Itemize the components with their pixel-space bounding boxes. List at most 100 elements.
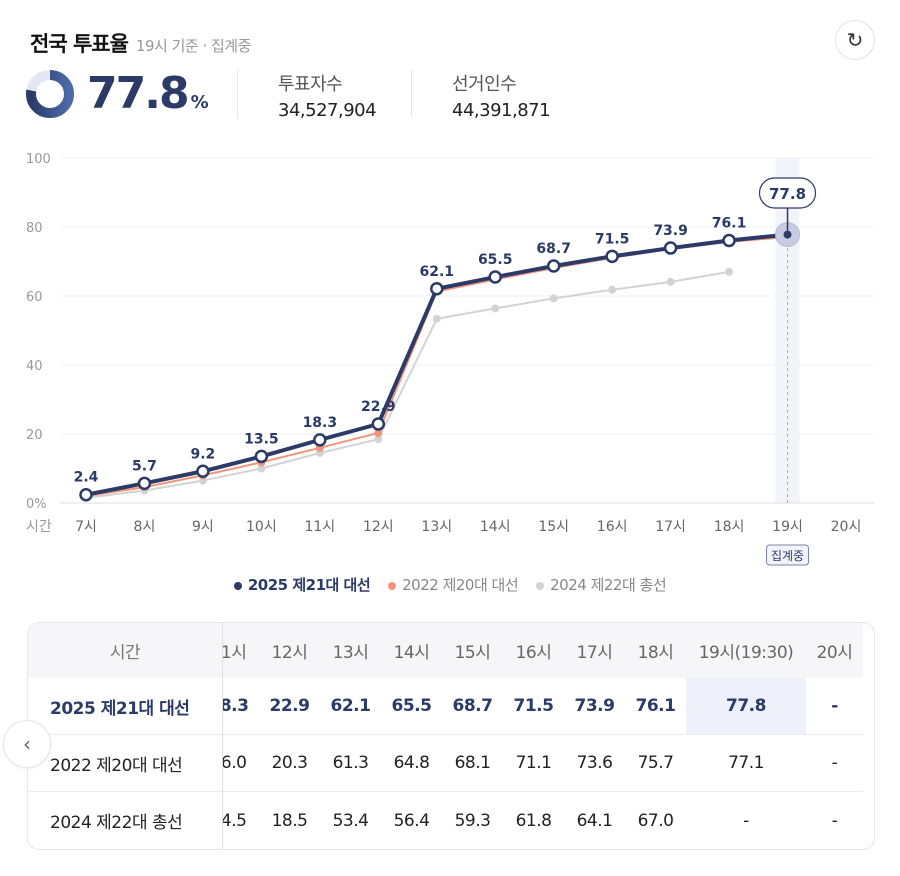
data-point (254, 449, 269, 464)
data-point (313, 433, 327, 447)
y-tick-label: 80 (26, 221, 43, 236)
counting-badge-label: 집계중 (771, 549, 804, 563)
series-line (85, 270, 730, 499)
data-label: 5.7 (132, 458, 157, 474)
x-tick-label: 18시 (714, 519, 745, 535)
column-header: 18시 (637, 643, 674, 663)
current-value-label: 77.8 (769, 185, 806, 203)
voters-value: 34,527,904 (278, 100, 377, 121)
table-cell: 68.1 (454, 753, 491, 773)
header: 전국 투표율 19시 기준 · 집계중 (30, 28, 251, 58)
chart-legend: 2025 제21대 대선 2022 제20대 대선 2024 제22대 총선 (0, 574, 900, 595)
current-value-callout (758, 177, 817, 209)
data-point (137, 476, 152, 491)
table-cell: 53.4 (332, 810, 369, 831)
turnout-unit: % (190, 92, 209, 113)
table-row-headers: 시간 2025 제21대 대선 2022 제20대 대선 2024 제22대 총… (28, 623, 223, 849)
column-header: 20시 (816, 643, 853, 663)
data-point (722, 233, 736, 248)
data-point (371, 417, 386, 431)
table-prev-button[interactable]: ‹ (3, 720, 51, 768)
turnout-rate: 77.8 % (25, 68, 209, 119)
electors-value: 44,391,871 (452, 100, 551, 121)
table-row: 18.3 22.9 62.1 65.5 68.7 71.5 73.9 76.1 77.8 - (223, 678, 863, 735)
table-cell: 77.1 (728, 753, 764, 773)
voters-stat: 투표자수 34,527,904 (237, 70, 377, 121)
turnout-chart: 0% 20 40 60 80 100 시간 7시 8시 9시 10시 11시 12시 13시 14시 15시 1… (26, 152, 875, 566)
table-cell: 20.3 (271, 753, 308, 773)
x-tick-label: 14시 (480, 519, 511, 535)
data-point (491, 304, 500, 313)
data-label: 73.9 (653, 223, 688, 239)
table-cell: - (831, 696, 838, 716)
y-tick-label: 40 (26, 359, 43, 374)
data-point (430, 282, 444, 296)
data-point (549, 294, 558, 303)
x-tick-label: 7시 (75, 519, 97, 535)
table-cell: 18.3 (223, 696, 249, 716)
refresh-button[interactable]: ↻ (835, 20, 875, 60)
legend-item[interactable]: 2024 제22대 총선 (536, 574, 667, 595)
table-row: 16.0 20.3 61.3 64.8 68.1 71.1 73.6 75.7 77.1 - (223, 735, 863, 792)
counting-badge (766, 544, 810, 566)
data-label: 71.5 (595, 231, 630, 247)
data-point (79, 487, 93, 502)
table-cell: 76.1 (635, 696, 676, 716)
data-label: 62.1 (419, 264, 454, 280)
table-cell: 56.4 (393, 810, 430, 831)
x-tick-label: 10시 (246, 519, 277, 535)
table-cell: 73.6 (576, 753, 613, 773)
x-tick-label: 11시 (304, 519, 335, 535)
data-label: 2.4 (74, 470, 99, 486)
x-tick-label: 20시 (831, 519, 862, 535)
table-cell: - (831, 753, 838, 773)
table-cell: 71.1 (515, 753, 552, 773)
row-label: 2025 제21대 대선 (28, 678, 222, 735)
legend-item[interactable]: 2025 제21대 대선 (233, 574, 371, 595)
table-cell: 61.3 (332, 753, 369, 773)
table-header-row: 11시 12시 13시 14시 15시 16시 17시 18시 19시(19:30) 20시 (223, 623, 863, 678)
data-point (374, 435, 383, 444)
x-tick-label: 17시 (655, 519, 686, 535)
data-label: 68.7 (536, 241, 571, 257)
data-label: 9.2 (191, 446, 216, 462)
legend-item[interactable]: 2022 제20대 대선 (388, 574, 519, 595)
x-tick-label: 13시 (421, 519, 452, 535)
x-tick-label: 8시 (134, 519, 156, 535)
data-point (663, 241, 678, 255)
data-point (374, 428, 383, 437)
data-point (546, 259, 561, 273)
table-cell: 14.5 (223, 810, 247, 831)
data-point (725, 267, 734, 276)
electors-label: 선거인수 (452, 74, 517, 95)
data-point (257, 464, 266, 473)
column-header: 14시 (393, 643, 430, 663)
voters-label: 투표자수 (278, 74, 343, 95)
y-tick-label: 0% (26, 497, 47, 512)
column-header: 12시 (271, 643, 308, 663)
row-label: 2024 제22대 총선 (50, 813, 183, 833)
table-cell: 59.3 (454, 810, 491, 831)
table-scroll-area[interactable]: 11시 12시 13시 14시 15시 16시 17시 18시 19시(19:30) 20시 18.… (223, 623, 874, 849)
x-tick-label: 15시 (538, 519, 569, 535)
column-header: 16시 (515, 643, 552, 663)
electors-stat: 선거인수 44,391,871 (411, 70, 551, 121)
data-point (666, 277, 675, 286)
data-point (605, 249, 619, 264)
data-label: 76.1 (712, 215, 747, 231)
table-cell: 18.5 (271, 810, 308, 831)
table-cell: 77.8 (686, 678, 806, 734)
column-header: 17시 (576, 643, 613, 663)
table-cell: 68.7 (452, 696, 493, 716)
column-header: 19시(19:30) (698, 643, 794, 663)
table-cell: - (831, 810, 838, 831)
table-cell: 75.7 (637, 753, 674, 773)
data-point (432, 314, 441, 323)
table-corner: 시간 (28, 623, 222, 678)
data-point (783, 230, 792, 239)
page-subtitle: 19시 기준 · 집계중 (135, 37, 251, 55)
donut-progress-icon (26, 69, 74, 118)
table-cell: 64.8 (393, 753, 430, 773)
table-cell: 71.5 (513, 696, 554, 716)
y-tick-label: 60 (26, 290, 43, 305)
